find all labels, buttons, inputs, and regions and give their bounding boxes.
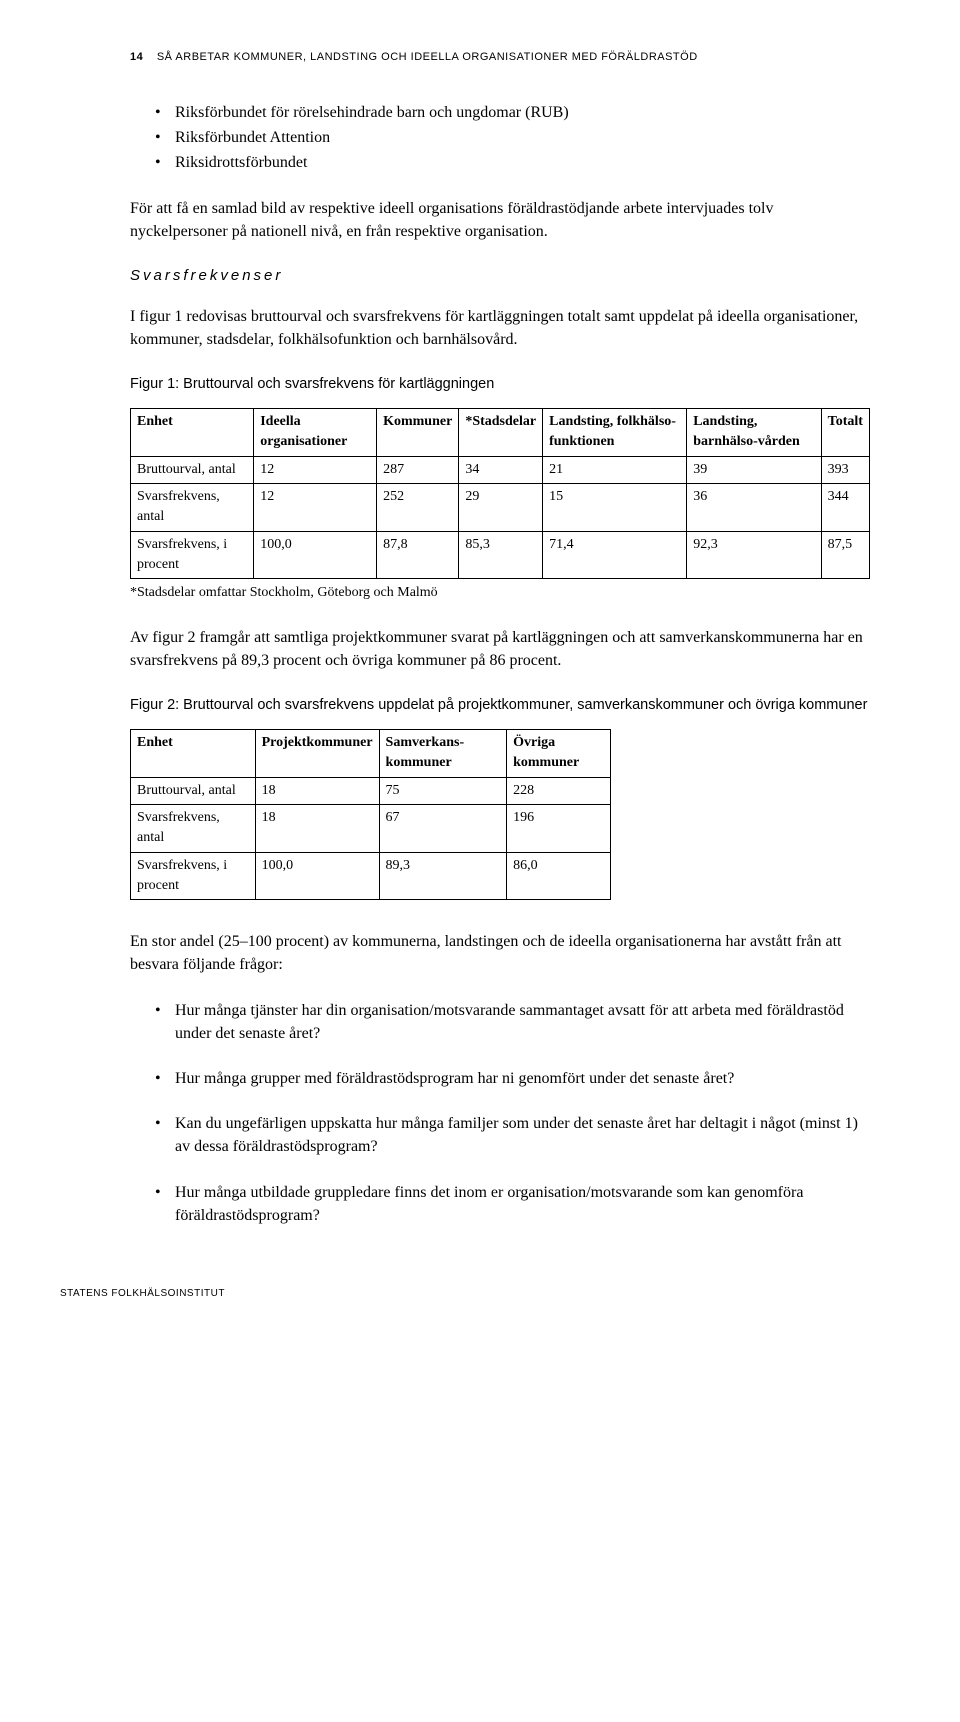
table-cell: 287 — [377, 456, 459, 483]
table-cell: 393 — [821, 456, 869, 483]
table-cell: 87,8 — [377, 531, 459, 579]
table-cell: 18 — [255, 805, 379, 853]
table-row: Svarsfrekvens, i procent 100,0 87,8 85,3… — [131, 531, 870, 579]
table-cell: 85,3 — [459, 531, 543, 579]
table-header-cell: Landsting, folkhälso-funktionen — [543, 409, 687, 457]
table-cell: 15 — [543, 484, 687, 532]
table-cell: Bruttourval, antal — [131, 777, 256, 804]
table-cell: Svarsfrekvens, i procent — [131, 852, 256, 900]
svars-paragraph: I figur 1 redovisas bruttourval och svar… — [130, 305, 870, 351]
list-item: Riksförbundet för rörelsehindrade barn o… — [155, 101, 870, 124]
table-cell: 34 — [459, 456, 543, 483]
intro-paragraph: För att få en samlad bild av respektive … — [130, 197, 870, 243]
table-cell: Svarsfrekvens, antal — [131, 484, 254, 532]
table-cell: 75 — [379, 777, 507, 804]
table-header-cell: Kommuner — [377, 409, 459, 457]
list-item: Riksidrottsförbundet — [155, 151, 870, 174]
table-cell: 196 — [507, 805, 611, 853]
table-cell: 36 — [687, 484, 821, 532]
table-cell: 92,3 — [687, 531, 821, 579]
table-header-cell: Samverkans-kommuner — [379, 730, 507, 778]
figure2-caption: Figur 2: Bruttourval och svarsfrekvens u… — [130, 694, 870, 717]
question-list: Hur många tjänster har din organisation/… — [155, 999, 870, 1227]
table-cell: 18 — [255, 777, 379, 804]
list-item: Riksförbundet Attention — [155, 126, 870, 149]
table-row: Svarsfrekvens, antal 18 67 196 — [131, 805, 611, 853]
list-item: Hur många utbildade gruppledare finns de… — [155, 1181, 870, 1227]
table-1: Enhet Ideella organisationer Kommuner *S… — [130, 408, 870, 579]
table-header-row: Enhet Projektkommuner Samverkans-kommune… — [131, 730, 611, 778]
page-footer: STATENS FOLKHÄLSOINSTITUT — [60, 1287, 870, 1302]
table-cell: Bruttourval, antal — [131, 456, 254, 483]
table-row: Bruttourval, antal 18 75 228 — [131, 777, 611, 804]
table-cell: 71,4 — [543, 531, 687, 579]
table-2: Enhet Projektkommuner Samverkans-kommune… — [130, 729, 611, 900]
table-cell: 12 — [254, 456, 377, 483]
table-row: Svarsfrekvens, i procent 100,0 89,3 86,0 — [131, 852, 611, 900]
table-cell: Svarsfrekvens, antal — [131, 805, 256, 853]
table-header-cell: Övriga kommuner — [507, 730, 611, 778]
table-cell: 86,0 — [507, 852, 611, 900]
table-header-row: Enhet Ideella organisationer Kommuner *S… — [131, 409, 870, 457]
table-cell: 228 — [507, 777, 611, 804]
table-header-cell: Totalt — [821, 409, 869, 457]
end-paragraph: En stor andel (25–100 procent) av kommun… — [130, 930, 870, 976]
section-heading: Svarsfrekvenser — [130, 265, 870, 287]
intro-bullet-list: Riksförbundet för rörelsehindrade barn o… — [155, 101, 870, 175]
table-header-cell: Ideella organisationer — [254, 409, 377, 457]
table-cell: 39 — [687, 456, 821, 483]
page-number: 14 — [130, 51, 143, 63]
table-cell: 87,5 — [821, 531, 869, 579]
table-header-cell: Enhet — [131, 730, 256, 778]
mid-paragraph: Av figur 2 framgår att samtliga projektk… — [130, 626, 870, 672]
table-row: Svarsfrekvens, antal 12 252 29 15 36 344 — [131, 484, 870, 532]
table-cell: 252 — [377, 484, 459, 532]
table1-note: *Stadsdelar omfattar Stockholm, Göteborg… — [130, 583, 870, 603]
table-cell: Svarsfrekvens, i procent — [131, 531, 254, 579]
table-header-cell: Enhet — [131, 409, 254, 457]
table-cell: 100,0 — [255, 852, 379, 900]
table-header-cell: *Stadsdelar — [459, 409, 543, 457]
list-item: Kan du ungefärligen uppskatta hur många … — [155, 1112, 870, 1158]
table-cell: 21 — [543, 456, 687, 483]
table-header-cell: Landsting, barnhälso-vården — [687, 409, 821, 457]
page-header: 14 SÅ ARBETAR KOMMUNER, LANDSTING OCH ID… — [130, 50, 870, 66]
table-row: Bruttourval, antal 12 287 34 21 39 393 — [131, 456, 870, 483]
list-item: Hur många tjänster har din organisation/… — [155, 999, 870, 1045]
table-cell: 100,0 — [254, 531, 377, 579]
table-cell: 29 — [459, 484, 543, 532]
list-item: Hur många grupper med föräldrastödsprogr… — [155, 1067, 870, 1090]
table-cell: 12 — [254, 484, 377, 532]
table-header-cell: Projektkommuner — [255, 730, 379, 778]
running-title: SÅ ARBETAR KOMMUNER, LANDSTING OCH IDEEL… — [157, 51, 698, 63]
table-cell: 89,3 — [379, 852, 507, 900]
figure1-caption: Figur 1: Bruttourval och svarsfrekvens f… — [130, 373, 870, 396]
table-cell: 344 — [821, 484, 869, 532]
table-cell: 67 — [379, 805, 507, 853]
